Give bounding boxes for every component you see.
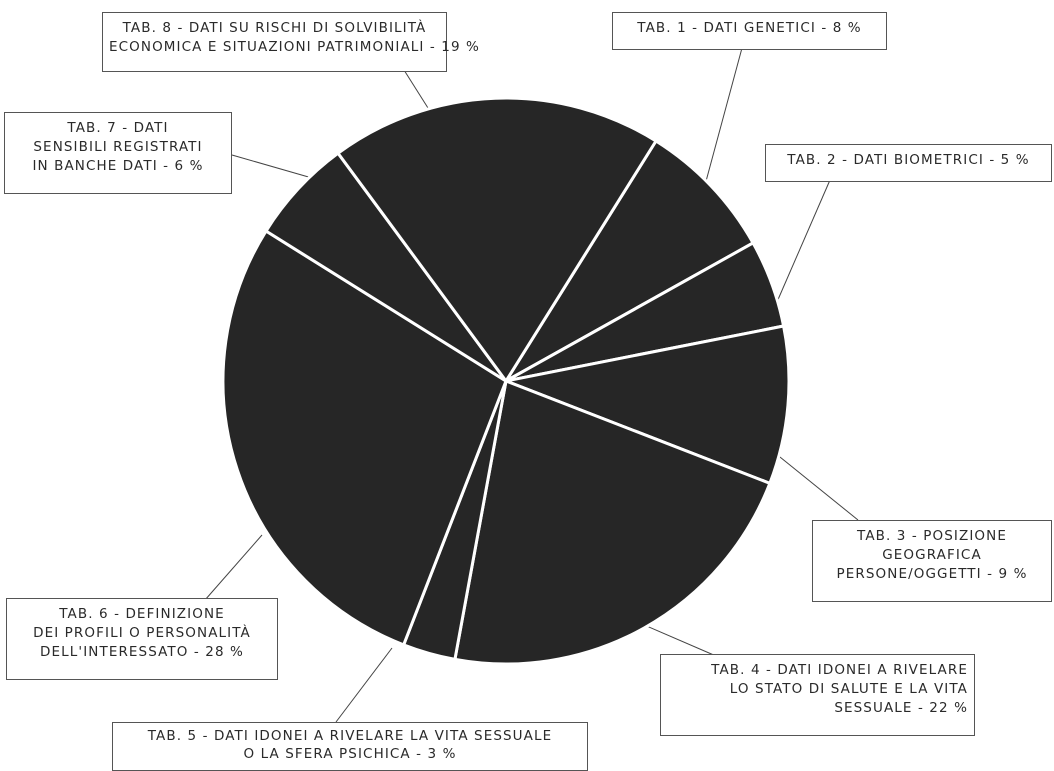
callout-tab1: TAB. 1 - DATI GENETICI - 8 % bbox=[612, 12, 887, 50]
leader-line-tab2 bbox=[769, 179, 831, 319]
callout-tab6-line3: DELL'INTERESSATO - 28 % bbox=[40, 644, 244, 660]
callout-tab3-line2: GEOGRAFICA bbox=[882, 547, 982, 563]
callout-tab3-line3: PERSONE/OGGETTI - 9 % bbox=[836, 566, 1028, 582]
leader-line-tab3 bbox=[774, 452, 859, 521]
callout-tab3-line1: TAB. 3 - POSIZIONE bbox=[857, 528, 1007, 544]
callout-tab6-line2: DEI PROFILI O PERSONALITÀ bbox=[33, 625, 251, 641]
callout-tab4: TAB. 4 - DATI IDONEI A RIVELARE LO STATO… bbox=[660, 654, 975, 736]
callout-tab4-line3: SESSUALE - 22 % bbox=[834, 700, 968, 716]
pie-slice-tab6 bbox=[221, 229, 508, 647]
callout-tab4-line2: LO STATO DI SALUTE E LA VITA bbox=[729, 681, 968, 697]
pie-slices bbox=[221, 96, 791, 666]
callout-tab8: TAB. 8 - DATI SU RISCHI DI SOLVIBILITÀ E… bbox=[102, 12, 480, 72]
callout-tab6-line1: TAB. 6 - DEFINIZIONE bbox=[59, 606, 225, 622]
callout-tab7-line1: TAB. 7 - DATI bbox=[67, 120, 169, 136]
leader-line-tab7 bbox=[231, 154, 313, 179]
callout-tab7-line2: SENSIBILI REGISTRATI bbox=[33, 139, 203, 155]
leader-line-tab8 bbox=[403, 69, 429, 109]
callout-tab6: TAB. 6 - DEFINIZIONE DEI PROFILI O PERSO… bbox=[6, 598, 278, 680]
leader-line-tab6 bbox=[204, 534, 263, 601]
callout-tab1-line1: TAB. 1 - DATI GENETICI - 8 % bbox=[637, 20, 862, 36]
callout-tab5-line1: TAB. 5 - DATI IDONEI A RIVELARE LA VITA … bbox=[147, 728, 553, 744]
callout-tab4-line1: TAB. 4 - DATI IDONEI A RIVELARE bbox=[711, 662, 968, 678]
pie-slice-tab1 bbox=[504, 139, 755, 383]
callout-tab2: TAB. 2 - DATI BIOMETRICI - 5 % bbox=[765, 144, 1052, 182]
leader-line-tab5 bbox=[335, 647, 393, 723]
callout-tab5-line2: O LA SFERA PSICHICA - 3 % bbox=[243, 746, 457, 762]
leader-line-tab1 bbox=[704, 47, 743, 186]
pie-slice-tab4 bbox=[453, 379, 772, 666]
leader-lines bbox=[204, 47, 859, 723]
callout-tab8-line1: TAB. 8 - DATI SU RISCHI DI SOLVIBILITÀ bbox=[122, 20, 427, 36]
callout-tab7-line3: IN BANCHE DATI - 6 % bbox=[32, 158, 204, 174]
pie-slice-tab8 bbox=[336, 96, 658, 383]
callout-tab8-line2: ECONOMICA E SITUAZIONI PATRIMONIALI - 19… bbox=[109, 39, 480, 55]
pie-slice-tab3 bbox=[504, 324, 791, 485]
callout-tab2-line1: TAB. 2 - DATI BIOMETRICI - 5 % bbox=[787, 152, 1030, 168]
callout-tab5: TAB. 5 - DATI IDONEI A RIVELARE LA VITA … bbox=[112, 722, 588, 771]
callout-tab7: TAB. 7 - DATI SENSIBILI REGISTRATI IN BA… bbox=[4, 112, 232, 194]
callout-tab3: TAB. 3 - POSIZIONE GEOGRAFICA PERSONE/OG… bbox=[812, 520, 1052, 602]
